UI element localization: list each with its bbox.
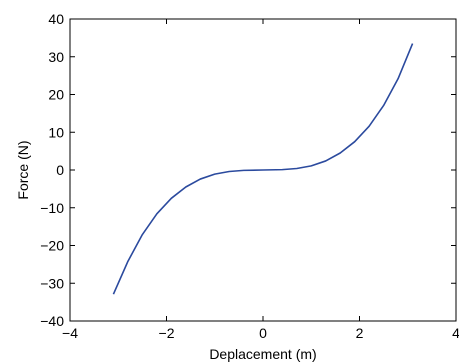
- y-tick-label: 30: [48, 49, 64, 65]
- x-tick-label: 0: [259, 325, 267, 341]
- y-tick-label: −30: [40, 275, 64, 291]
- y-axis-label: Force (N): [15, 140, 31, 199]
- y-tick-label: −40: [40, 313, 64, 329]
- y-tick-label: 40: [48, 11, 64, 27]
- y-tick-label: −10: [40, 200, 64, 216]
- y-tick-label: 20: [48, 87, 64, 103]
- series-line-0: [112, 43, 414, 295]
- x-tick-label: 2: [356, 325, 364, 341]
- y-tick-label: 0: [56, 162, 64, 178]
- x-axis-label: Deplacement (m): [209, 346, 316, 362]
- y-tick-label: 10: [48, 124, 64, 140]
- y-tick-label: −20: [40, 238, 64, 254]
- plot-frame: [69, 18, 457, 322]
- x-tick-label: −2: [159, 325, 175, 341]
- x-tick-label: −4: [62, 325, 78, 341]
- series-group: [112, 43, 414, 295]
- x-tick-label: 4: [452, 325, 459, 341]
